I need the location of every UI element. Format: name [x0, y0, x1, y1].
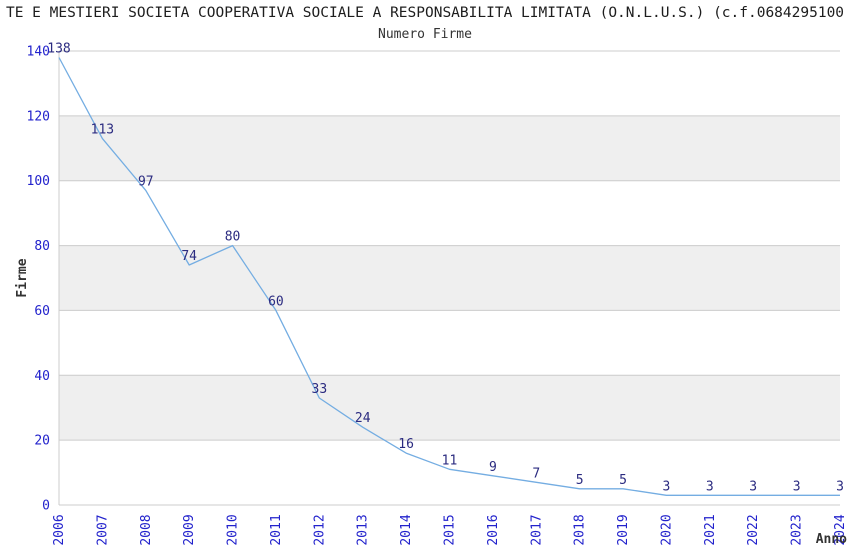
value-label: 3	[663, 479, 671, 494]
value-label: 60	[268, 294, 284, 309]
alt-band	[59, 115, 840, 181]
x-tick-label: 2016	[486, 514, 501, 545]
value-label: 7	[532, 466, 540, 481]
x-tick-label: 2020	[659, 514, 674, 545]
x-tick-label: 2011	[269, 514, 284, 545]
x-tick-label: 2009	[182, 514, 197, 545]
x-tick-label: 2018	[573, 514, 588, 545]
x-tick-label: 2024	[833, 514, 848, 545]
x-tick-label: 2019	[616, 514, 631, 545]
value-label: 138	[47, 41, 70, 56]
value-label: 33	[312, 382, 328, 397]
data-line	[58, 57, 840, 496]
x-tick-label: 2014	[399, 514, 414, 545]
x-tick-label: 2007	[95, 514, 110, 545]
x-tick-label: 2012	[312, 514, 327, 545]
value-label: 9	[489, 460, 497, 475]
value-label: 113	[91, 123, 114, 138]
x-tick-label: 2017	[529, 514, 544, 545]
x-tick-label: 2021	[703, 514, 718, 545]
y-tick-label: 40	[34, 369, 50, 384]
value-label: 3	[793, 479, 801, 494]
value-label: 97	[138, 174, 154, 189]
y-axis-title: Firme	[15, 258, 30, 297]
chart-title: TE E MESTIERI SOCIETA COOPERATIVA SOCIAL…	[5, 5, 845, 21]
value-label: 11	[442, 453, 458, 468]
y-tick-label: 20	[34, 434, 50, 449]
x-tick-label: 2013	[356, 514, 371, 545]
x-axis-title: Anno	[816, 532, 847, 547]
value-label: 5	[619, 473, 627, 488]
value-label: 16	[398, 437, 414, 452]
value-label: 74	[181, 249, 197, 264]
y-tick-label: 0	[42, 499, 50, 514]
value-label: 3	[749, 479, 757, 494]
x-tick-label: 2010	[226, 514, 241, 545]
y-tick-label: 100	[27, 174, 50, 189]
value-label: 3	[706, 479, 714, 494]
x-tick-label: 2015	[443, 514, 458, 545]
value-label: 5	[576, 473, 584, 488]
y-tick-label: 140	[27, 45, 50, 60]
value-label: 80	[225, 230, 241, 245]
x-tick-label: 2008	[139, 514, 154, 545]
value-label: 24	[355, 411, 371, 426]
y-tick-label: 60	[34, 304, 50, 319]
chart-subtitle: Numero Firme	[378, 27, 472, 42]
value-label: 3	[836, 479, 844, 494]
x-tick-label: 2006	[52, 514, 67, 545]
y-tick-label: 80	[34, 239, 50, 254]
x-tick-label: 2023	[790, 514, 805, 545]
alt-band	[59, 375, 840, 441]
y-tick-label: 120	[27, 109, 50, 124]
x-tick-label: 2022	[746, 514, 761, 545]
alt-band	[59, 245, 840, 311]
